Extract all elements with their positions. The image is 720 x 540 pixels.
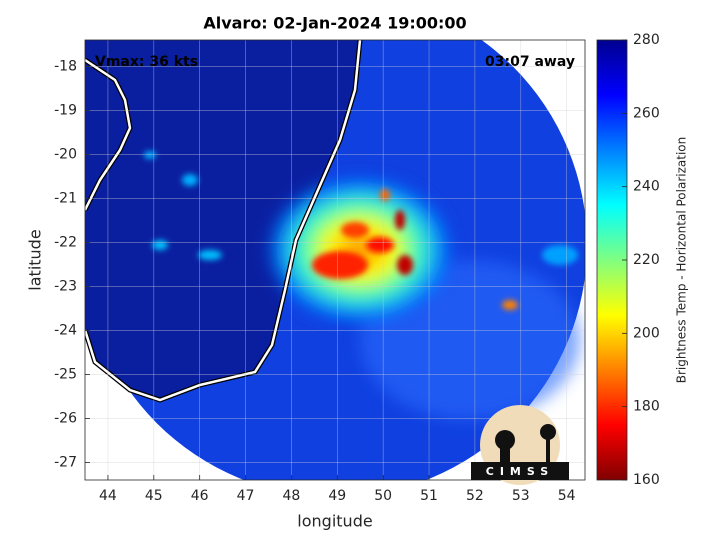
plot-frame — [84, 39, 586, 481]
x-tick-label: 45 — [145, 488, 163, 504]
colorbar-tick-label: 200 — [633, 325, 660, 341]
x-tick-label: 51 — [420, 488, 438, 504]
y-tick-label: -24 — [54, 322, 77, 338]
x-tick-label: 53 — [512, 488, 530, 504]
colorbar-tick-label: 220 — [633, 252, 660, 268]
x-tick-label: 44 — [99, 488, 117, 504]
logo-text: CIMSS — [486, 465, 554, 478]
colorbar-tick-label: 180 — [633, 399, 660, 415]
y-tick-label: -18 — [54, 58, 77, 74]
colorbar-label: Brightness Temp - Horizontal Polarizatio… — [675, 137, 689, 384]
x-tick-label: 49 — [328, 488, 346, 504]
vmax-label: Vmax: 36 kts — [95, 54, 198, 70]
title: Alvaro: 02-Jan-2024 19:00:00 — [203, 14, 466, 33]
time-away-label: 03:07 away — [485, 54, 575, 70]
y-tick-label: -19 — [54, 102, 77, 118]
x-axis-label: longitude — [297, 512, 372, 531]
x-tick-label: 52 — [466, 488, 484, 504]
y-tick-label: -25 — [54, 366, 77, 382]
y-tick-label: -23 — [54, 278, 77, 294]
cimss-logo: CIMSS — [471, 405, 569, 485]
colorbar-tick-label: 240 — [633, 179, 660, 195]
colorbar-tick-label: 280 — [633, 32, 660, 48]
y-axis-label: latitude — [26, 229, 45, 290]
x-tick-label: 46 — [191, 488, 209, 504]
colorbar-tick-label: 160 — [633, 472, 660, 488]
y-tick-label: -21 — [54, 190, 77, 206]
x-tick-label: 54 — [558, 488, 576, 504]
x-tick-label: 48 — [283, 488, 301, 504]
axes: 44 45 46 47 48 49 50 51 52 53 54 -27 -26 -25 -24 -23 -22… — [54, 40, 585, 504]
colorbar-tick-label: 260 — [633, 105, 660, 121]
colorbar-axis: 160 180 200 220 240 260 280 — [622, 32, 660, 488]
x-tick-label: 50 — [374, 488, 392, 504]
y-tick-label: -27 — [54, 454, 77, 470]
x-tick-label: 47 — [237, 488, 255, 504]
y-tick-label: -26 — [54, 410, 77, 426]
y-tick-label: -22 — [54, 234, 77, 250]
y-tick-label: -20 — [54, 146, 77, 162]
